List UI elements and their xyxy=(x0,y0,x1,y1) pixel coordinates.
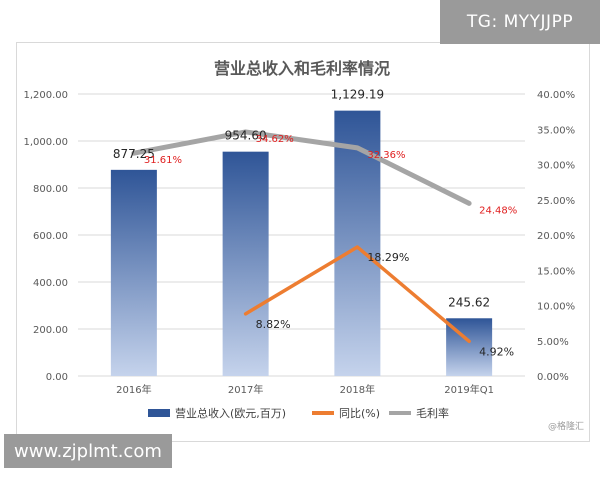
y-right-tick-label: 15.00% xyxy=(537,266,575,277)
y-right-tick-label: 40.00% xyxy=(537,90,575,101)
x-tick-label: 2016年 xyxy=(116,383,151,396)
legend-swatch xyxy=(148,409,170,417)
watermark-bottom: www.zjplmt.com xyxy=(4,434,172,468)
y-right-tick-label: 30.00% xyxy=(537,161,575,172)
y-right-tick-label: 0.00% xyxy=(537,372,569,383)
revenue-data-label: 1,129.19 xyxy=(331,88,384,102)
watermark-top: TG: MYYJJPP xyxy=(440,0,600,44)
legend-label: 毛利率 xyxy=(416,406,449,420)
yoy-line xyxy=(243,245,471,344)
x-tick-label: 2018年 xyxy=(340,383,375,396)
y-left-tick-label: 1,000.00 xyxy=(23,137,68,148)
revenue-bar xyxy=(222,151,269,376)
credit-text: @格隆汇 xyxy=(547,422,584,432)
y-left-tick-label: 0.00 xyxy=(46,372,68,383)
x-tick-label: 2017年 xyxy=(228,383,263,396)
y-right-tick-label: 20.00% xyxy=(537,231,575,242)
y-left-tick-label: 600.00 xyxy=(33,231,68,242)
y-left-tick-label: 800.00 xyxy=(33,184,68,195)
y-right-tick-label: 10.00% xyxy=(537,302,575,313)
gross-margin-line xyxy=(131,129,472,206)
y-right-tick-label: 5.00% xyxy=(537,337,569,348)
y-left-tick-label: 200.00 xyxy=(33,325,68,336)
gross-margin-data-label: 32.36% xyxy=(367,150,405,161)
yoy-data-label: 4.92% xyxy=(479,345,514,358)
yoy-data-label: 8.82% xyxy=(256,318,291,331)
y-left-tick-label: 1,200.00 xyxy=(23,90,68,101)
y-left-tick-label: 400.00 xyxy=(33,278,68,289)
legend-label: 同比(%) xyxy=(339,407,380,420)
gross-margin-data-label: 31.61% xyxy=(144,155,182,166)
yoy-data-label: 18.29% xyxy=(367,251,409,264)
chart-title: 营业总收入和毛利率情况 xyxy=(214,59,390,78)
revenue-data-label: 954.60 xyxy=(225,129,267,143)
y-right-tick-label: 35.00% xyxy=(537,125,575,136)
x-tick-label: 2019年Q1 xyxy=(444,383,494,396)
revenue-bar xyxy=(110,169,157,376)
revenue-data-label: 877.25 xyxy=(113,147,155,161)
gross-margin-data-label: 34.62% xyxy=(256,134,294,145)
y-right-tick-label: 25.00% xyxy=(537,196,575,207)
gross-margin-data-label: 24.48% xyxy=(479,205,517,216)
revenue-data-label: 245.62 xyxy=(448,295,490,309)
legend-label: 营业总收入(欧元,百万) xyxy=(175,406,286,420)
